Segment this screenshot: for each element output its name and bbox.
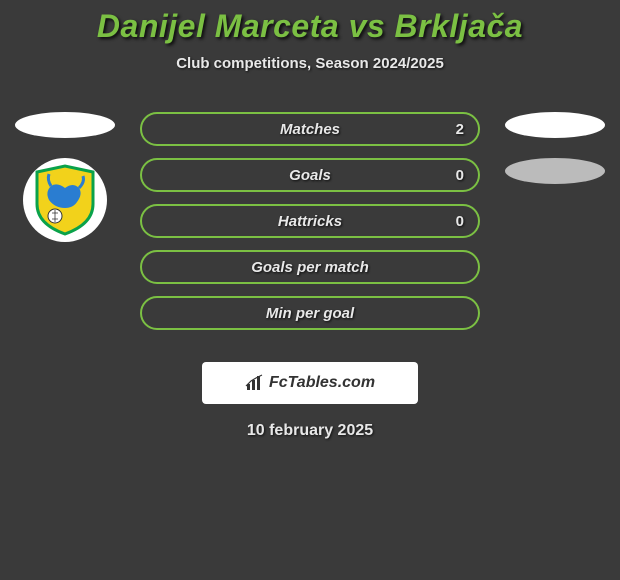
stats-area: Matches 2 Goals 0 Hattricks 0 Goals per …	[0, 112, 620, 352]
stat-row-matches: Matches 2	[140, 112, 480, 146]
stat-row-hattricks: Hattricks 0	[140, 204, 480, 238]
watermark[interactable]: FcTables.com	[202, 362, 418, 404]
watermark-text: FcTables.com	[269, 374, 375, 392]
left-player-col	[10, 112, 120, 242]
subtitle: Club competitions, Season 2024/2025	[0, 55, 620, 72]
player-photo-placeholder	[505, 112, 605, 138]
shield-icon	[33, 164, 97, 236]
right-player-col	[500, 112, 610, 204]
club-badge-koper	[23, 158, 107, 242]
stat-label: Min per goal	[266, 305, 354, 322]
stat-row-min-per-goal: Min per goal	[140, 296, 480, 330]
stat-label: Hattricks	[278, 213, 342, 230]
club-badge-placeholder	[505, 158, 605, 184]
stat-label: Goals per match	[251, 259, 369, 276]
stat-value: 0	[456, 167, 464, 184]
stat-row-goals-per-match: Goals per match	[140, 250, 480, 284]
stat-label: Goals	[289, 167, 331, 184]
stat-rows: Matches 2 Goals 0 Hattricks 0 Goals per …	[140, 112, 480, 330]
watermark-content: FcTables.com	[245, 374, 375, 392]
player-photo-placeholder	[15, 112, 115, 138]
stat-value: 0	[456, 213, 464, 230]
stat-label: Matches	[280, 121, 340, 138]
stat-row-goals: Goals 0	[140, 158, 480, 192]
stat-value: 2	[456, 121, 464, 138]
footer-date: 10 february 2025	[0, 422, 620, 440]
page-title: Danijel Marceta vs Brkljača	[0, 0, 620, 45]
chart-icon	[245, 374, 265, 392]
